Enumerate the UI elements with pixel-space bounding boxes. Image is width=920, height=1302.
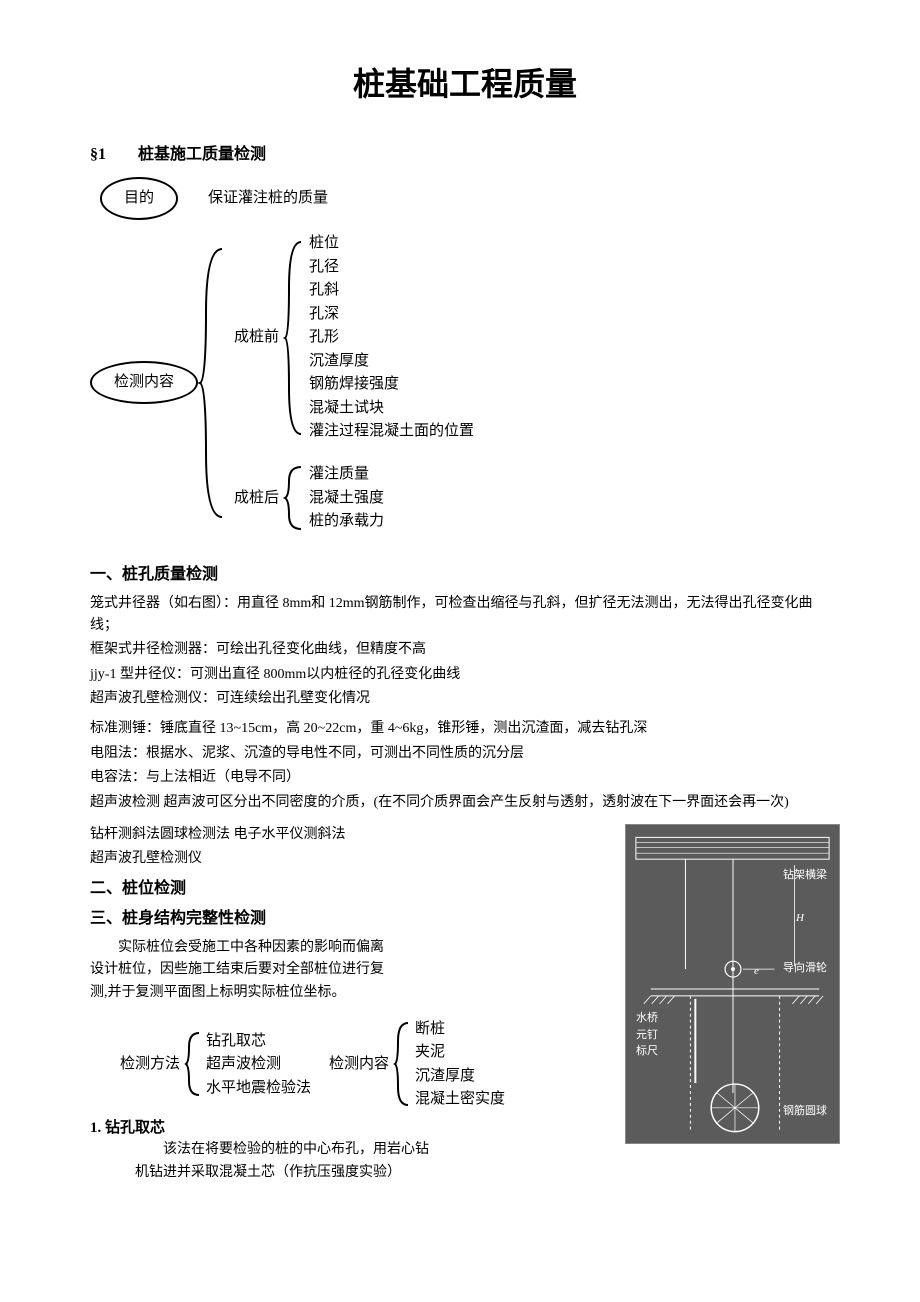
sub1-p1: 笼式井径器（如右图）：用直径 8mm和 12mm钢筋制作，可检查出缩径与孔斜，但… [90,593,840,638]
purpose-row: 目的 保证灌注桩的质量 [100,177,840,220]
brace-post-icon [283,463,305,533]
post-item: 灌注质量 [309,463,384,486]
pre-pile-label: 成桩前 [234,326,279,349]
pre-pile-group: 成桩前 桩位 孔径 孔斜 孔深 孔形 沉渣厚度 钢筋焊接强度 混凝土试块 灌注过… [234,232,474,443]
diag-label-c: 水桥元钉 [636,1010,664,1043]
contents-block: 检测内容 断桩 夹泥 沉渣厚度 混凝土密实度 [329,1018,505,1111]
diag-label-d: 标尺 [636,1043,658,1060]
pre-item: 孔形 [309,326,474,349]
purpose-oval: 目的 [100,177,178,220]
methods-label: 检测方法 [120,1053,180,1076]
brace-contents-icon [393,1019,411,1109]
sub3-bold1: 1. 钻孔取芯 [90,1117,610,1140]
section1-header: §1 桩基施工质量检测 [90,143,840,167]
post-pile-label: 成桩后 [234,487,279,510]
sub1-heading: 一、桩孔质量检测 [90,563,840,587]
content-item: 断桩 [415,1018,505,1041]
diag-label-b: 导向滑轮 [783,960,827,977]
sub3-heading: 三、桩身结构完整性检测 [90,907,610,931]
sub1-p2: 框架式井径检测器：可绘出孔径变化曲线，但精度不高 [90,639,840,661]
purpose-text: 保证灌注桩的质量 [208,187,328,210]
content-item: 沉渣厚度 [415,1065,505,1088]
sub1-p6: 电阻法：根据水、泥浆、沉渣的导电性不同，可测出不同性质的沉分层 [90,743,840,765]
pre-item: 桩位 [309,232,474,255]
post-pile-group: 成桩后 灌注质量 混凝土强度 桩的承载力 [234,463,474,533]
diag-label-e2: e [754,963,759,980]
pre-pile-items: 桩位 孔径 孔斜 孔深 孔形 沉渣厚度 钢筋焊接强度 混凝土试块 灌注过程混凝土… [309,232,474,443]
sub1-p4: 超声波孔壁检测仪：可连续绘出孔壁变化情况 [90,688,840,710]
content-oval: 检测内容 [90,361,198,404]
content-item: 混凝土密实度 [415,1088,505,1111]
methods-items: 钻孔取芯 超声波检测 水平地震检验法 [206,1030,311,1100]
pre-item: 孔斜 [309,279,474,302]
cage-diameter-diagram: 钻架横梁 H 导向滑轮 e 水桥元钉 标尺 钢筋圆球 [625,824,840,1144]
pre-item: 混凝土试块 [309,397,474,420]
post-pile-items: 灌注质量 混凝土强度 桩的承载力 [309,463,384,533]
post-item: 混凝土强度 [309,487,384,510]
diag-label-h: H [796,910,804,927]
diag-label-e: 钢筋圆球 [783,1103,827,1120]
pre-item: 沉渣厚度 [309,350,474,373]
brace-outer-icon [198,243,226,523]
brace-pre-icon [283,238,305,438]
sub1-p3: jjy-1 型井径仪：可测出直径 800mm以内桩径的孔径变化曲线 [90,664,840,686]
sub1-p8: 超声波检测 超声波可区分出不同密度的介质，(在不同介质界面会产生反射与透射，透射… [90,792,840,814]
contents-label: 检测内容 [329,1053,389,1076]
pre-item: 孔径 [309,256,474,279]
method-item: 水平地震检验法 [206,1077,311,1100]
sub1-p5: 标准测锤：锤底直径 13~15cm，高 20~22cm，重 4~6kg，锥形锤，… [90,718,840,740]
pre-item: 灌注过程混凝土面的位置 [309,420,474,443]
sub3-p1: 实际桩位会受施工中各种因素的影响而偏离设计桩位，因些施工结束后要对全部桩位进行复… [90,937,390,1004]
sub2-heading: 二、桩位检测 [90,877,610,901]
diag-label-a: 钻架横梁 [783,867,827,884]
sub3-p2: 该法在将要检验的桩的中心布孔，用岩心钻机钻进并采取混凝土芯（作抗压强度实验） [135,1139,435,1184]
post-item: 桩的承载力 [309,510,384,533]
methods-block: 检测方法 钻孔取芯 超声波检测 水平地震检验法 [120,1029,311,1099]
contents-items: 断桩 夹泥 沉渣厚度 混凝土密实度 [415,1018,505,1111]
page-title: 桩基础工程质量 [90,60,840,108]
detection-content-row: 检测内容 成桩前 桩位 孔径 孔斜 孔深 孔形 沉渣厚度 钢筋焊接强度 混凝土试… [90,228,840,538]
sub1-p10: 超声波孔壁检测仪 [90,848,610,870]
pre-item: 钢筋焊接强度 [309,373,474,396]
sub1-p7: 电容法：与上法相近（电导不同） [90,767,840,789]
method-item: 超声波检测 [206,1053,311,1076]
content-item: 夹泥 [415,1041,505,1064]
pre-item: 孔深 [309,303,474,326]
brace-methods-icon [184,1029,202,1099]
method-item: 钻孔取芯 [206,1030,311,1053]
sub1-p9: 钻杆测斜法圆球检测法 电子水平仪测斜法 [90,824,610,846]
